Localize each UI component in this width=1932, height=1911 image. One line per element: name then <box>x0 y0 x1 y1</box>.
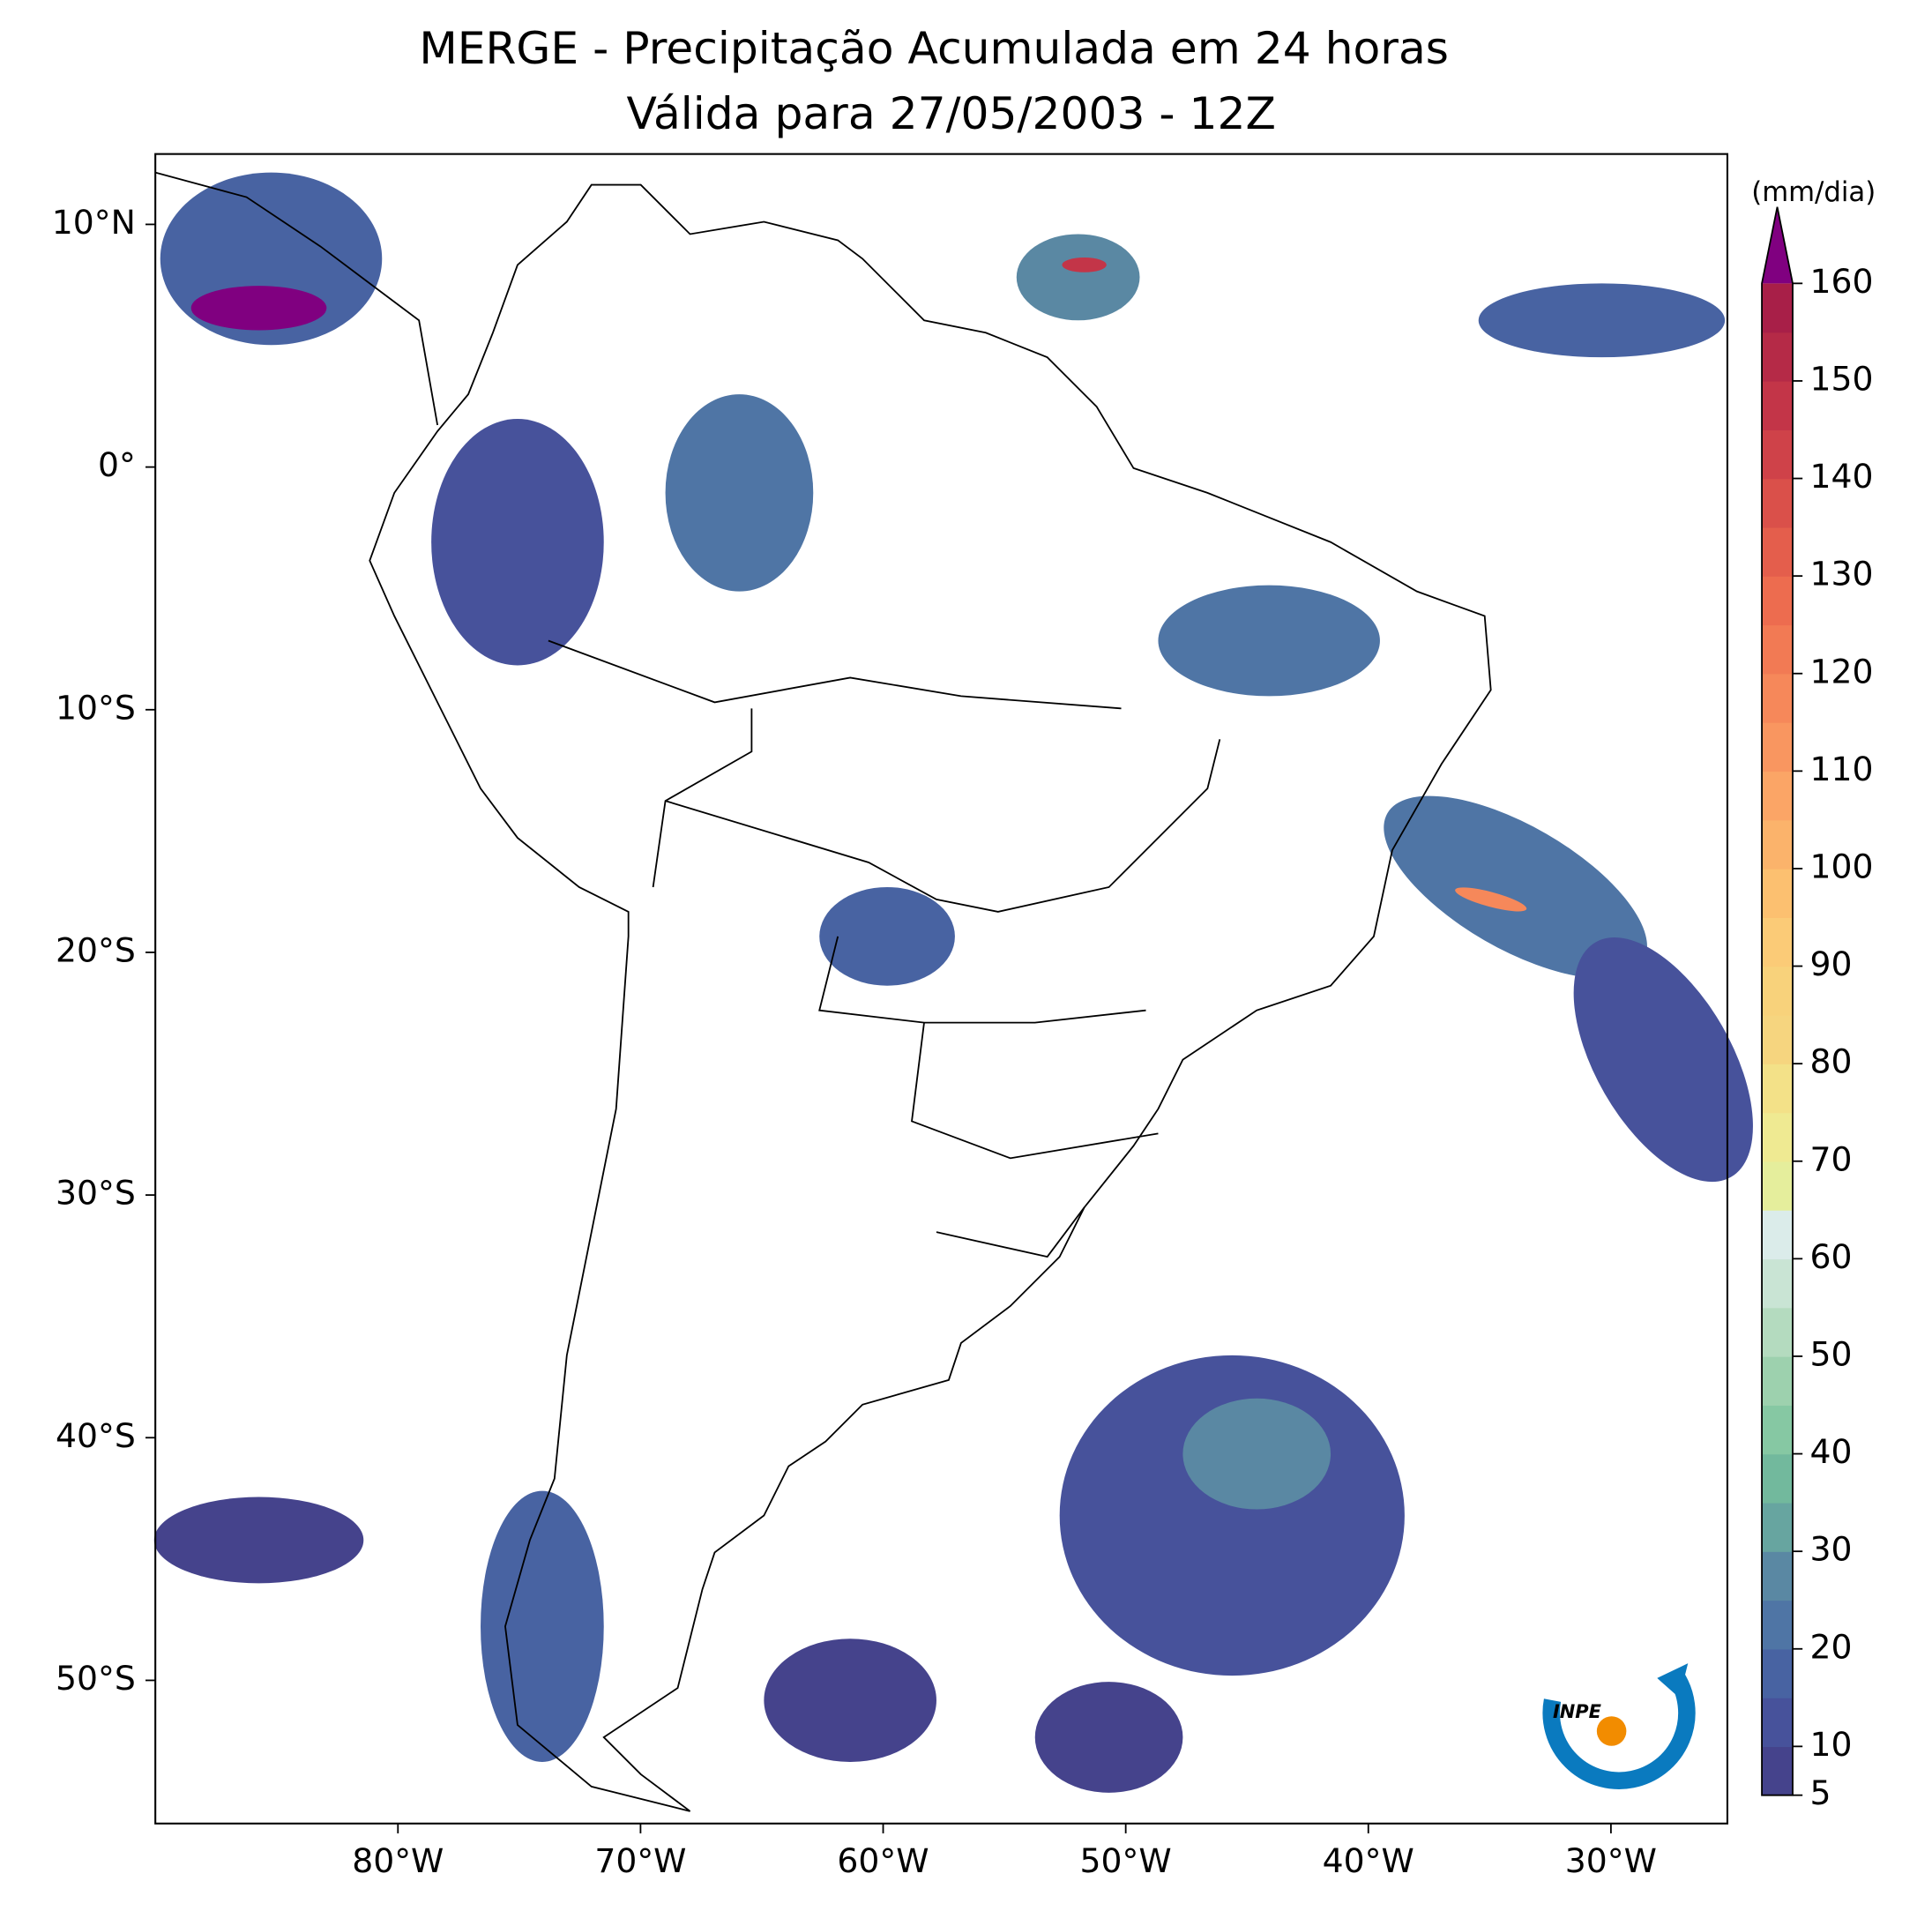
colorbar-band <box>1762 1600 1793 1650</box>
colorbar-band <box>1762 1405 1793 1455</box>
x-tick-label: 30°W <box>1565 1841 1657 1880</box>
rain-area <box>665 394 814 592</box>
y-tick-label: 10°N <box>52 203 136 242</box>
colorbar-tick-label: 70 <box>1810 1139 1853 1178</box>
title: MERGE - Precipitação Acumulada em 24 hor… <box>419 22 1449 74</box>
colorbar-band <box>1762 380 1793 430</box>
inpe-logo: INPE <box>1542 1663 1696 1789</box>
borders <box>548 639 1221 1258</box>
colorbar-tick-label: 150 <box>1810 359 1874 398</box>
y-tick-label: 0° <box>98 445 136 484</box>
central-america <box>154 171 439 426</box>
rain-core <box>1455 887 1527 912</box>
colorbar-band <box>1762 966 1793 1016</box>
x-tick-label: 60°W <box>837 1841 929 1880</box>
coastline <box>369 183 1492 1812</box>
rain-area <box>1016 234 1140 321</box>
colorbar-tick-label: 160 <box>1810 262 1874 301</box>
colorbar-band <box>1762 1161 1793 1211</box>
colorbar-band <box>1762 868 1793 918</box>
colorbar-tick-label: 80 <box>1810 1042 1853 1081</box>
colorbar-tick-label: 110 <box>1810 750 1874 788</box>
colorbar-frame <box>1761 206 1794 1796</box>
colorbar-band <box>1762 771 1793 821</box>
colorbar-band <box>1762 1112 1793 1162</box>
colorbar-band <box>1762 1698 1793 1748</box>
rain-area <box>1158 585 1380 697</box>
colorbar-band <box>1762 1064 1793 1114</box>
y-tick-label: 20°S <box>56 930 136 969</box>
colorbar-tick-label: 120 <box>1810 652 1874 690</box>
logo-swoosh <box>1542 1670 1696 1789</box>
rain-area <box>764 1639 936 1762</box>
x-tick-label: 80°W <box>352 1841 444 1880</box>
x-tick-label: 70°W <box>594 1841 686 1880</box>
logo-arrow <box>1657 1663 1689 1698</box>
colorbar-band <box>1762 1355 1793 1406</box>
y-tick-label: 30°S <box>56 1174 136 1213</box>
colorbar-extend <box>1762 206 1793 284</box>
colorbar-band <box>1762 1502 1793 1552</box>
rain-area <box>1034 1682 1183 1793</box>
colorbar-band <box>1762 576 1793 626</box>
colorbar-band <box>1762 478 1793 528</box>
colorbar-tick-label: 100 <box>1810 847 1874 885</box>
colorbar-band <box>1762 1453 1793 1504</box>
subtitle: Válida para 27/05/2003 - 12Z <box>626 87 1276 139</box>
rain-area <box>153 1497 364 1584</box>
colorbar-band <box>1762 1258 1793 1309</box>
y-tick-label: 40°S <box>56 1416 136 1455</box>
colorbar-label: (mm/dia) <box>1751 176 1876 208</box>
y-tick-label: 10°S <box>56 688 136 727</box>
colorbar-tick-label: 20 <box>1810 1627 1853 1666</box>
rain-area <box>819 886 955 986</box>
rain-area <box>481 1490 604 1762</box>
precipitation-fields <box>153 172 1753 1793</box>
colorbar-band <box>1762 1210 1793 1260</box>
colorbar-band <box>1762 1307 1793 1357</box>
rain-area <box>1478 283 1726 358</box>
rain-core <box>190 286 327 331</box>
colorbar-band <box>1762 1014 1793 1064</box>
colorbar-band <box>1762 917 1793 967</box>
x-tick-label: 50°W <box>1080 1841 1172 1880</box>
colorbar-tick-label: 130 <box>1810 555 1874 593</box>
colorbar-tick-label: 30 <box>1810 1530 1853 1569</box>
logo-text: INPE <box>1553 1701 1602 1722</box>
x-tick-label: 40°W <box>1323 1841 1414 1880</box>
colorbar-tick-label: 60 <box>1810 1237 1853 1276</box>
colorbar-band <box>1762 722 1793 773</box>
colorbar-band <box>1762 332 1793 382</box>
colorbar-tick-label: 5 <box>1810 1773 1831 1812</box>
colorbar-band <box>1762 819 1793 870</box>
colorbar-tick-label: 90 <box>1810 944 1853 983</box>
colorbar-band <box>1762 624 1793 675</box>
colorbar-tick-label: 40 <box>1810 1432 1853 1471</box>
y-tick-label: 50°S <box>56 1659 136 1698</box>
rain-core <box>1062 258 1107 272</box>
logo-dot <box>1596 1716 1627 1746</box>
colorbar-band <box>1762 1551 1793 1601</box>
colorbar-tick-label: 140 <box>1810 457 1874 496</box>
rain-area <box>1384 795 1647 979</box>
colorbar-band <box>1762 673 1793 723</box>
colorbar-band <box>1762 283 1793 333</box>
rain-area <box>1182 1398 1332 1510</box>
colorbar-band <box>1762 526 1793 577</box>
colorbar-tick-label: 10 <box>1810 1725 1853 1764</box>
rain-area <box>431 419 604 666</box>
colorbar-band <box>1762 1648 1793 1698</box>
colorbar-band <box>1762 429 1793 480</box>
map-frame <box>154 153 1728 1825</box>
rain-area <box>1573 937 1753 1183</box>
colorbar-tick-label: 50 <box>1810 1334 1853 1373</box>
colorbar-band <box>1762 1746 1793 1796</box>
